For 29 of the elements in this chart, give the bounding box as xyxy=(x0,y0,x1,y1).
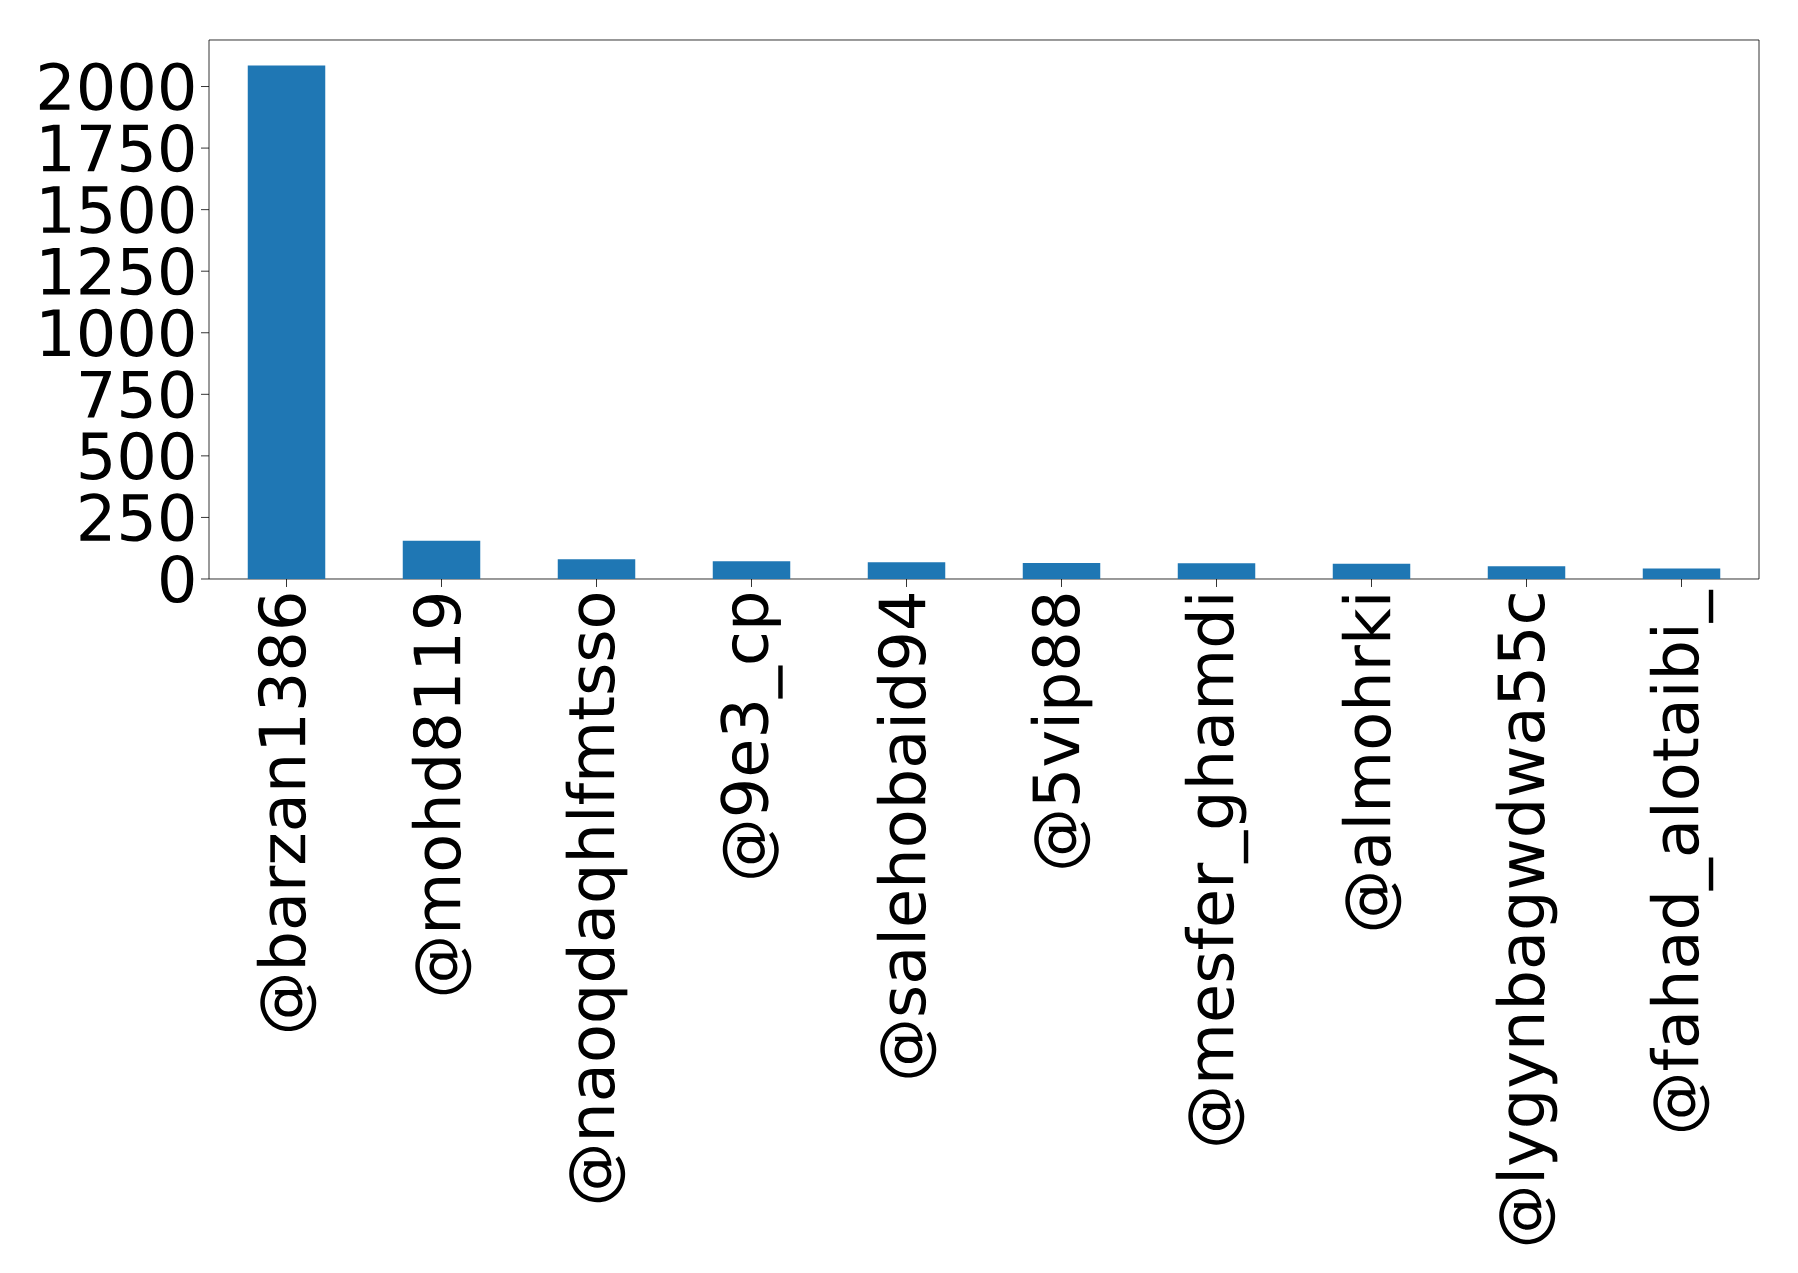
bar xyxy=(712,561,791,579)
y-tick-label: 2000 xyxy=(39,62,194,111)
bar xyxy=(557,559,636,579)
bar xyxy=(1642,568,1721,579)
y-tick-label: 1000 xyxy=(42,308,194,357)
bar xyxy=(402,540,481,579)
bar xyxy=(1022,562,1101,579)
x-tick-label: @almohrki xyxy=(1341,596,1402,930)
x-tick-label: @lygynbagwdwa55c xyxy=(1495,594,1558,1245)
y-tick-label: 500 xyxy=(80,431,194,480)
y-tick-label: 1500 xyxy=(42,185,194,234)
bar xyxy=(1332,563,1411,579)
bar xyxy=(867,562,946,579)
y-tick-label: 250 xyxy=(80,493,194,542)
bar xyxy=(1177,563,1256,579)
x-tick-label: @9e3_cp xyxy=(720,594,783,878)
y-tick-label: 0 xyxy=(161,554,194,604)
y-tick-label: 1250 xyxy=(42,247,194,296)
x-tick-label: @mohd8119 xyxy=(411,595,472,995)
y-tick-label: 1750 xyxy=(42,123,194,173)
x-tick-label: @mesfer_ghamdi xyxy=(1184,596,1249,1145)
x-tick-label: @salehobaid94 xyxy=(876,594,937,1078)
x-tick-label: @naoqdaqhlfmtsso xyxy=(565,593,628,1203)
x-tick-label: @5vip88 xyxy=(1030,594,1093,868)
bar xyxy=(247,65,326,579)
y-tick-label: 750 xyxy=(81,370,194,419)
x-tick-label: @fahad_alotaibi_ xyxy=(1649,589,1714,1132)
x-tick-label: @barzan1386 xyxy=(256,594,317,1032)
bar xyxy=(1487,566,1566,579)
